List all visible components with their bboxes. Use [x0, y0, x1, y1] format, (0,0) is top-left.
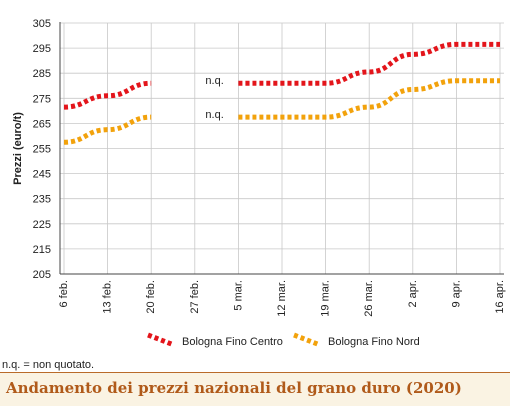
x-tick-label: 9 apr. [450, 280, 462, 308]
x-tick-label: 12 mar. [276, 280, 288, 317]
x-tick-label: 19 mar. [320, 280, 332, 317]
y-tick-label: 225 [33, 219, 51, 231]
x-tick-label: 27 feb. [189, 280, 201, 314]
y-tick-label: 275 [33, 93, 51, 105]
x-tick-label: 13 feb. [102, 280, 114, 314]
legend-swatch [147, 332, 175, 348]
chart-title: Andamento dei prezzi nazionali del grano… [6, 379, 462, 397]
x-tick-label: 20 feb. [145, 280, 157, 314]
x-tick-label: 26 mar. [363, 280, 375, 317]
x-tick-label: 16 apr. [494, 280, 506, 314]
legend-label: Bologna Fino Centro [182, 336, 283, 348]
annotation-nq: n.q. [205, 75, 223, 87]
x-tick-label: 5 mar. [232, 280, 244, 311]
x-tick-label: 2 apr. [407, 280, 419, 308]
y-tick-label: 255 [33, 144, 51, 156]
y-tick-label: 265 [33, 118, 51, 130]
y-tick-label: 205 [33, 269, 51, 281]
legend-label: Bologna Fino Nord [328, 336, 420, 348]
y-tick-label: 245 [33, 169, 51, 181]
y-tick-label: 305 [33, 18, 51, 30]
y-axis-label: Prezzi (euro/t) [12, 112, 24, 185]
y-tick-label: 285 [33, 68, 51, 80]
footnote: n.q. = non quotato. [2, 359, 95, 371]
price-chart: 205 215 225 235 245 255 265 275 285 295 305 6 feb. 1… [12, 18, 506, 348]
annotation-nq: n.q. [205, 109, 223, 121]
y-tick-label: 215 [33, 244, 51, 256]
y-tick-label: 295 [33, 43, 51, 55]
x-tick-label: 6 feb. [58, 280, 70, 308]
title-bar: Andamento dei prezzi nazionali del grano… [0, 372, 510, 406]
legend-swatch [293, 332, 321, 348]
y-tick-label: 235 [33, 194, 51, 206]
